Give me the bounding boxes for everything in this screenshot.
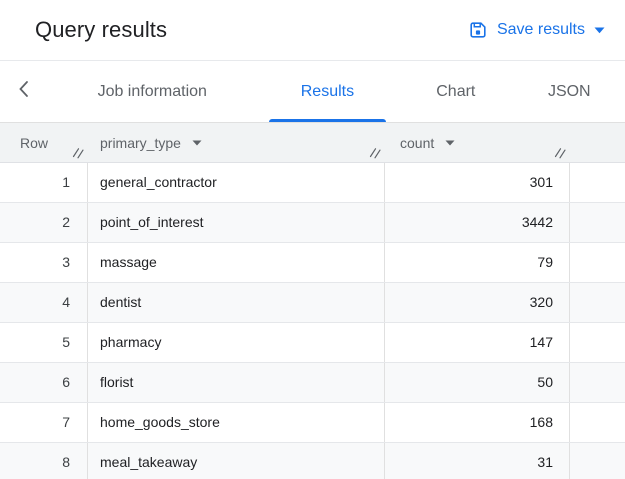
column-resize-handle-icon[interactable] <box>369 146 382 159</box>
page-title: Query results <box>35 17 168 42</box>
row-number-cell: 5 <box>0 323 88 362</box>
row-number-cell: 1 <box>0 163 88 202</box>
tab-json[interactable]: JSON <box>547 82 591 100</box>
primary-type-cell: meal_takeaway <box>88 443 385 479</box>
table-row: 4 dentist 320 <box>0 283 625 323</box>
table-row: 6 florist 50 <box>0 363 625 403</box>
save-results-label: Save results <box>496 21 585 38</box>
chevron-down-icon <box>594 27 605 34</box>
count-cell: 301 <box>385 163 570 202</box>
count-cell: 168 <box>385 403 570 442</box>
column-header-filler <box>570 123 625 162</box>
column-header-primary-type: primary_type <box>88 123 385 162</box>
primary-type-cell: point_of_interest <box>88 203 385 242</box>
table-row: 7 home_goods_store 168 <box>0 403 625 443</box>
row-number-cell: 4 <box>0 283 88 322</box>
filler-cell <box>570 203 625 242</box>
column-header-row: Row <box>0 123 88 162</box>
save-results-button[interactable]: Save results <box>468 20 605 40</box>
filler-cell <box>570 403 625 442</box>
table-row: 5 pharmacy 147 <box>0 323 625 363</box>
table-row: 2 point_of_interest 3442 <box>0 203 625 243</box>
count-cell: 147 <box>385 323 570 362</box>
column-label: Row <box>20 134 49 151</box>
primary-type-cell: florist <box>88 363 385 402</box>
column-menu-caret-icon[interactable] <box>445 140 455 146</box>
column-resize-handle-icon[interactable] <box>72 146 85 159</box>
filler-cell <box>570 163 625 202</box>
row-number-cell: 8 <box>0 443 88 479</box>
chevron-left-icon <box>16 80 31 103</box>
results-tab-bar: Job information Results Chart JSON <box>0 61 625 122</box>
tab-job-information[interactable]: Job information <box>97 82 207 100</box>
count-cell: 3442 <box>385 203 570 242</box>
filler-cell <box>570 363 625 402</box>
column-label: primary_type <box>100 134 181 151</box>
tab-results[interactable]: Results <box>257 61 398 122</box>
filler-cell <box>570 283 625 322</box>
table-row: 8 meal_takeaway 31 <box>0 443 625 479</box>
table-row: 1 general_contractor 301 <box>0 163 625 203</box>
primary-type-cell: general_contractor <box>88 163 385 202</box>
query-results-header: Query results Save results <box>0 0 625 61</box>
filler-cell <box>570 323 625 362</box>
primary-type-cell: pharmacy <box>88 323 385 362</box>
column-label: count <box>400 134 435 151</box>
column-header-count: count <box>385 123 570 162</box>
column-resize-handle-icon[interactable] <box>554 146 567 159</box>
count-cell: 31 <box>385 443 570 479</box>
results-table-header: Row primary_type count <box>0 122 625 163</box>
row-number-cell: 3 <box>0 243 88 282</box>
row-number-cell: 7 <box>0 403 88 442</box>
tab-chart[interactable]: Chart <box>436 82 476 100</box>
count-cell: 320 <box>385 283 570 322</box>
table-row: 3 massage 79 <box>0 243 625 283</box>
primary-type-cell: dentist <box>88 283 385 322</box>
count-cell: 79 <box>385 243 570 282</box>
column-menu-caret-icon[interactable] <box>192 140 202 146</box>
filler-cell <box>570 443 625 479</box>
count-cell: 50 <box>385 363 570 402</box>
primary-type-cell: massage <box>88 243 385 282</box>
primary-type-cell: home_goods_store <box>88 403 385 442</box>
save-icon <box>468 20 488 40</box>
row-number-cell: 2 <box>0 203 88 242</box>
back-button[interactable] <box>0 61 48 122</box>
results-table-body: 1 general_contractor 301 2 point_of_inte… <box>0 163 625 479</box>
row-number-cell: 6 <box>0 363 88 402</box>
filler-cell <box>570 243 625 282</box>
